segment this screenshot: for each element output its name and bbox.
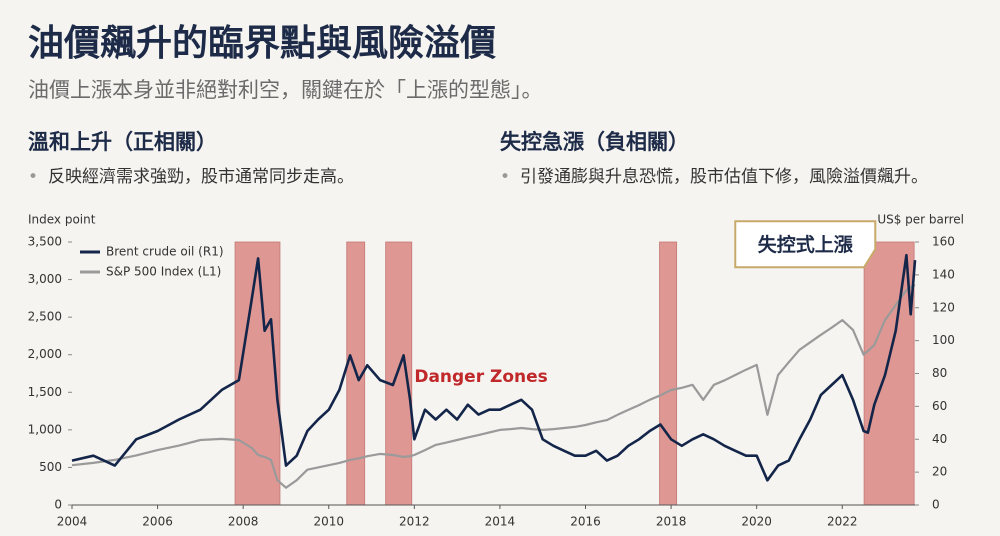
x-tick-label: 2008 [228, 515, 259, 529]
y2-tick-label: 60 [932, 399, 947, 413]
y2-tick-label: 140 [932, 267, 955, 281]
annotation: Danger Zones [414, 367, 547, 387]
x-tick-label: 2014 [485, 515, 516, 529]
y2-tick-label: 40 [932, 432, 947, 446]
y-tick-label: 2,500 [28, 310, 62, 324]
legend-label: S&P 500 Index (L1) [106, 265, 221, 279]
danger-zone [659, 241, 678, 506]
x-tick-label: 2022 [827, 515, 858, 529]
y-tick-label: 3,000 [28, 272, 62, 286]
legend-label: Brent crude oil (R1) [106, 245, 224, 259]
y2-tick-label: 80 [932, 366, 947, 380]
slide-title: 油價飆升的臨界點與風險溢價 [28, 23, 497, 64]
y-tick-label: 500 [39, 460, 62, 474]
x-tick-label: 2010 [313, 515, 344, 529]
y-axis-label: Index point [28, 213, 96, 227]
x-tick-label: 2020 [741, 515, 772, 529]
y2-tick-label: 0 [932, 498, 940, 512]
y2-tick-label: 100 [932, 333, 955, 347]
y2-tick-label: 120 [932, 300, 955, 314]
bullet-text: 反映經濟需求強勁，股市通常同步走高。 [48, 167, 355, 187]
x-tick-label: 2012 [399, 515, 430, 529]
section-heading: 失控急漲（負相關） [500, 130, 689, 154]
callout-box [734, 220, 877, 269]
x-tick-label: 2016 [570, 515, 601, 529]
bullet: • 反映經濟需求強勁，股市通常同步走高。 [28, 167, 355, 187]
danger-zone [385, 241, 413, 506]
slide-subtitle: 油價上漲本身並非絕對利空，關鍵在於「上漲的型態」。 [28, 78, 543, 102]
callout-text: 失控式上漲 [758, 233, 854, 256]
y2-tick-label: 160 [932, 235, 955, 249]
y-tick-label: 0 [54, 498, 62, 512]
danger-zone [863, 241, 915, 506]
y-tick-label: 2,000 [28, 347, 62, 361]
y2-tick-label: 20 [932, 465, 947, 479]
x-tick-label: 2018 [656, 515, 687, 529]
y-tick-label: 1,500 [28, 385, 62, 399]
x-tick-label: 2006 [142, 515, 173, 529]
y-tick-label: 3,500 [28, 235, 62, 249]
bullet-text: 引發通膨與升息恐慌，股市估值下修，風險溢價飆升。 [520, 167, 929, 187]
series-line [71, 253, 917, 482]
x-tick-label: 2004 [57, 515, 88, 529]
series-line [71, 283, 916, 489]
section-heading: 溫和上升（正相關） [28, 130, 217, 154]
y-tick-label: 1,000 [28, 422, 62, 436]
bullet: • 引發通膨與升息恐慌，股市估值下修，風險溢價飆升。 [500, 167, 929, 187]
y2-axis-label: US$ per barrel [877, 213, 964, 227]
